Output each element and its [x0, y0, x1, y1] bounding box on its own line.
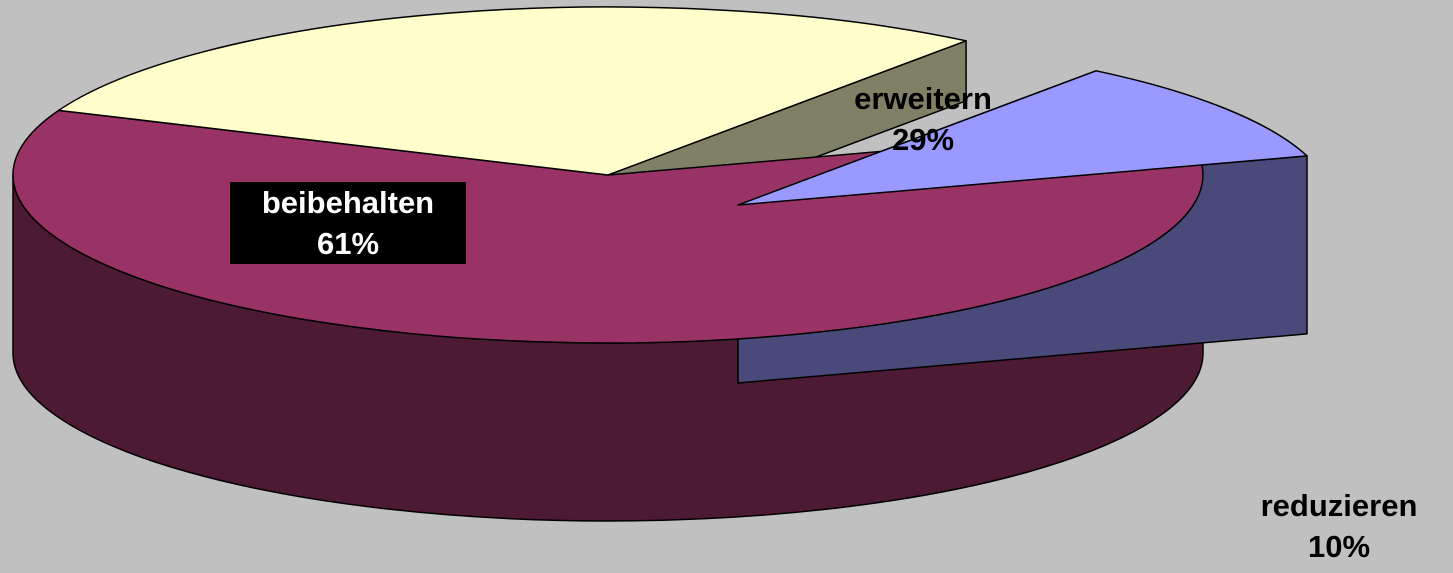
- slice-label-beibehalten-value: 61%: [316, 226, 380, 261]
- slice-label-erweitern-name: erweitern: [854, 81, 992, 116]
- slice-label-reduzieren-value: 10%: [1307, 529, 1371, 564]
- slice-top-reduzieren: [737, 70, 1308, 206]
- slice-label-erweitern-value: 29%: [891, 122, 955, 157]
- slice-label-beibehalten-name: beibehalten: [261, 185, 435, 220]
- slice-label-reduzieren: reduzieren 10%: [1225, 485, 1453, 567]
- slice-label-erweitern: erweitern 29%: [808, 78, 1038, 160]
- slice-label-reduzieren-name: reduzieren: [1260, 488, 1418, 523]
- slice-top-erweitern: [57, 6, 967, 176]
- slice-label-beibehalten: beibehalten 61%: [230, 182, 466, 264]
